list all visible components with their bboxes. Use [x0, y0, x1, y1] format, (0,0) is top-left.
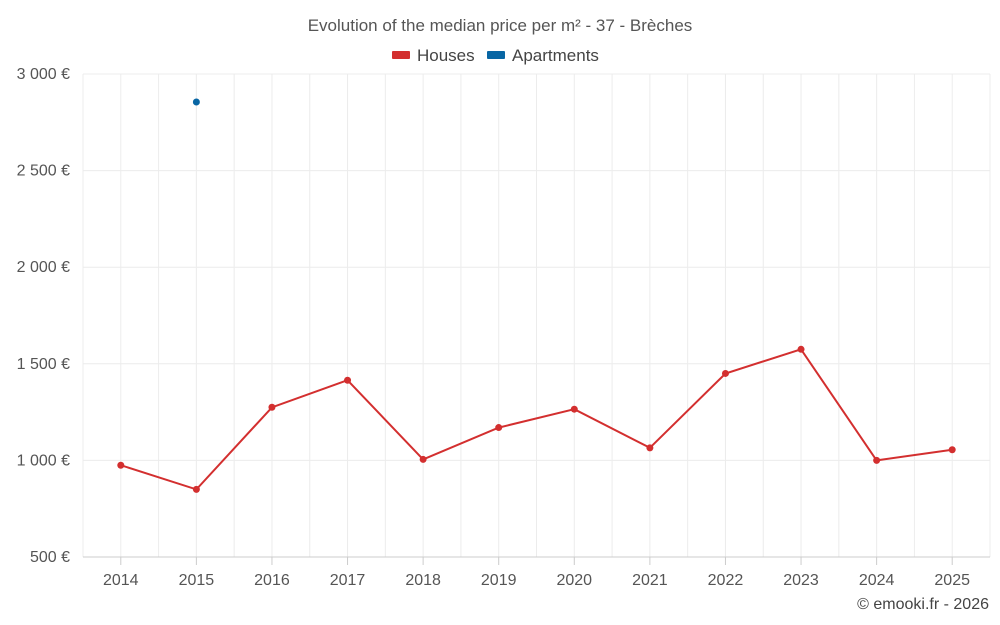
x-tick-label: 2019: [481, 572, 517, 589]
data-point-houses[interactable]: [873, 456, 881, 464]
x-tick-label: 2024: [859, 572, 895, 589]
plot-area: [117, 98, 956, 493]
credit-text: © emooki.fr - 2026: [857, 596, 989, 613]
x-tick-label: 2014: [103, 572, 139, 589]
x-tick-label: 2022: [708, 572, 744, 589]
x-tick-label: 2017: [330, 572, 366, 589]
data-point-houses[interactable]: [646, 444, 654, 452]
data-point-houses[interactable]: [570, 405, 578, 413]
legend-swatch-apartments: [487, 51, 505, 59]
data-point-houses[interactable]: [419, 455, 427, 463]
data-point-apartments[interactable]: [192, 98, 200, 106]
data-point-houses[interactable]: [192, 485, 200, 493]
y-tick-label: 3 000 €: [17, 66, 70, 83]
series-line-houses: [120, 348, 953, 491]
legend-label-houses: Houses: [417, 46, 475, 65]
x-tick-label: 2025: [934, 572, 970, 589]
y-tick-label: 1 000 €: [17, 452, 70, 469]
data-point-houses[interactable]: [495, 424, 503, 432]
data-point-houses[interactable]: [344, 376, 352, 384]
grid: [82, 73, 991, 557]
x-tick-label: 2018: [405, 572, 441, 589]
axes: 500 € 1 000 € 1 500 € 2 000 € 2 500 € 3 000 €…: [17, 66, 990, 589]
x-tick-label: 2016: [254, 572, 290, 589]
legend-swatch-houses: [392, 51, 410, 59]
data-point-houses[interactable]: [268, 403, 276, 411]
x-tick-label: 2021: [632, 572, 668, 589]
x-tick-label: 2023: [783, 572, 819, 589]
legend-label-apartments: Apartments: [512, 46, 599, 65]
legend-item-houses[interactable]: Houses: [392, 46, 475, 65]
legend: Houses Apartments: [392, 46, 599, 65]
y-tick-label: 500 €: [30, 549, 70, 566]
y-tick-label: 2 000 €: [17, 259, 70, 276]
y-tick-label: 2 500 €: [17, 163, 70, 180]
x-tick-label: 2015: [179, 572, 215, 589]
legend-item-apartments[interactable]: Apartments: [487, 46, 599, 65]
x-tick-label: 2020: [556, 572, 592, 589]
data-point-houses[interactable]: [721, 369, 729, 377]
data-point-houses[interactable]: [117, 461, 125, 469]
data-point-houses[interactable]: [797, 345, 805, 353]
data-point-houses[interactable]: [948, 446, 956, 454]
y-tick-label: 1 500 €: [17, 356, 70, 373]
chart-title: Evolution of the median price per m² - 3…: [308, 16, 693, 35]
